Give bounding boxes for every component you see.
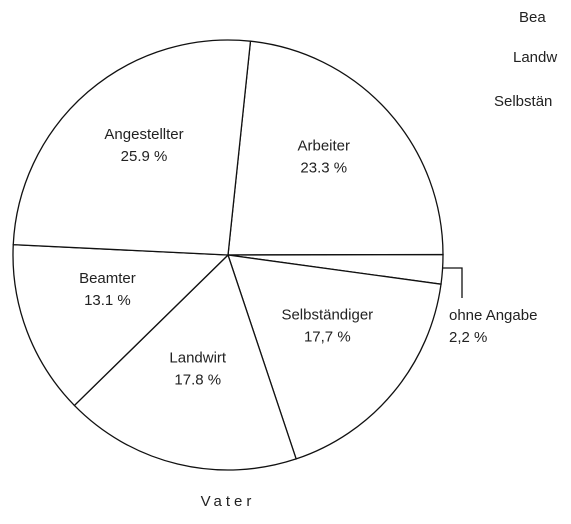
slice-label: Selbständiger — [281, 306, 373, 323]
slice-value-label: 25.9 % — [121, 148, 168, 165]
slice-label: ohne Angabe — [449, 307, 537, 324]
pie-slice — [12, 39, 252, 256]
pie-slice — [12, 243, 230, 407]
slice-label: Beamter — [79, 270, 136, 287]
slice-value-label: 2,2 % — [449, 329, 487, 346]
pie-slice — [227, 40, 444, 256]
cropped-text: Landw — [513, 49, 557, 66]
slice-value-label: 17,7 % — [304, 328, 351, 345]
cropped-text: Selbstän — [494, 93, 552, 110]
slice-label: Angestellter — [104, 126, 183, 143]
slice-value-label: 23.3 % — [300, 160, 347, 177]
slice-label: Arbeiter — [298, 138, 351, 155]
chart-title: Vater — [201, 493, 256, 510]
pie-slice — [227, 254, 442, 460]
slice-value-label: 13.1 % — [84, 292, 131, 309]
slice-value-label: 17.8 % — [174, 371, 221, 388]
pie-slice — [73, 253, 297, 471]
slice-label: Landwirt — [169, 349, 227, 366]
cropped-text: Bea — [519, 9, 546, 26]
